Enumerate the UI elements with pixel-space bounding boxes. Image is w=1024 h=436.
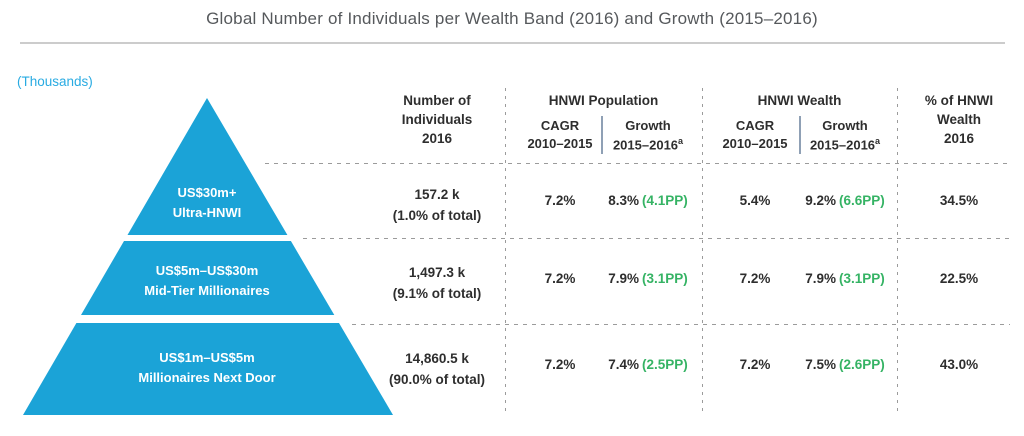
header-line: % of HNWI — [924, 93, 994, 108]
individuals-cell: 14,860.5 k (90.0% of total) — [317, 349, 557, 391]
wealth-growth-cell: 7.9% (3.1PP) — [805, 271, 885, 286]
subheader-wealth-growth: Growth 2015–2016a — [779, 117, 911, 155]
growth-pp-delta: (3.1PP) — [642, 271, 688, 286]
dashed-row-separator — [303, 238, 1010, 239]
pop-cagr-cell: 7.2% — [544, 357, 576, 372]
header-line: Individuals — [401, 111, 473, 127]
subheader-line: 2015–2016a — [809, 136, 881, 153]
wealth-growth-cell: 7.5% (2.6PP) — [805, 357, 885, 372]
pop-cagr-cell: 7.2% — [544, 193, 576, 208]
pyramid-tier-top — [127, 98, 288, 235]
pop-growth-cell: 7.4% (2.5PP) — [608, 357, 688, 372]
band-range: US$30m+ — [177, 185, 237, 200]
subcolumn-divider — [799, 116, 801, 154]
column-group-hnwi-wealth: HNWI Wealth — [757, 93, 842, 108]
pop-cagr-cell: 7.2% — [544, 271, 576, 286]
pop-growth-cell: 7.9% (3.1PP) — [608, 271, 688, 286]
pyramid-tier-middle — [81, 241, 335, 315]
wealth-share-cell: 22.5% — [939, 271, 979, 286]
band-label-mid-tier: US$5m–US$30m Mid-Tier Millionaires — [57, 261, 357, 300]
wealth-growth-cell: 9.2% (6.6PP) — [805, 193, 885, 208]
wealth-pyramid — [23, 98, 393, 415]
growth-pp-delta: (6.6PP) — [839, 193, 885, 208]
growth-pp-delta: (2.5PP) — [642, 357, 688, 372]
header-line: 2016 — [943, 130, 975, 146]
band-label-ultra-hnwi: US$30m+ Ultra-HNWI — [87, 183, 327, 222]
band-label-next-door: US$1m–US$5m Millionaires Next Door — [37, 348, 377, 387]
subheader-wealth-cagr: CAGR 2010–2015 — [705, 117, 805, 153]
growth-pp-delta: (2.6PP) — [839, 357, 885, 372]
individuals-count: 1,497.3 k — [408, 265, 466, 280]
subheader-line: 2010–2015 — [722, 136, 788, 152]
title-divider — [20, 42, 1005, 44]
dashed-row-separator — [265, 163, 1010, 164]
dashed-column-separator — [897, 88, 898, 415]
subcolumn-divider — [601, 116, 603, 154]
dashed-column-separator — [702, 88, 703, 415]
header-line: Number of — [403, 93, 471, 108]
wealth-share-cell: 34.5% — [939, 193, 979, 208]
subheader-line: Growth — [625, 118, 671, 133]
column-group-hnwi-population: HNWI Population — [548, 93, 659, 108]
column-header-pct-wealth: % of HNWI Wealth 2016 — [899, 92, 1019, 149]
band-range: US$1m–US$5m — [159, 350, 255, 365]
band-range: US$5m–US$30m — [155, 263, 259, 278]
individuals-share: (9.1% of total) — [392, 285, 482, 301]
individuals-share: (90.0% of total) — [388, 371, 485, 387]
subheader-line: 2010–2015 — [527, 136, 593, 152]
pop-growth-cell: 8.3% (4.1PP) — [608, 193, 688, 208]
column-header-individuals: Number of Individuals 2016 — [337, 92, 537, 149]
individuals-cell: 1,497.3 k (9.1% of total) — [317, 263, 557, 305]
subheader-line: 2015–2016a — [612, 136, 684, 153]
wealth-cagr-cell: 7.2% — [739, 357, 771, 372]
dashed-column-separator — [505, 88, 506, 415]
subheader-pop-cagr: CAGR 2010–2015 — [510, 117, 610, 153]
footnote-marker: a — [875, 136, 881, 147]
band-name: Millionaires Next Door — [138, 369, 276, 385]
subheader-line: CAGR — [735, 118, 775, 133]
band-name: Mid-Tier Millionaires — [144, 282, 270, 298]
footnote-marker: a — [678, 136, 684, 147]
wealth-cagr-cell: 7.2% — [739, 271, 771, 286]
header-line: Wealth — [936, 111, 981, 127]
individuals-count: 157.2 k — [414, 187, 460, 202]
header-line: 2016 — [421, 130, 453, 146]
individuals-count: 14,860.5 k — [405, 351, 469, 366]
subheader-line: Growth — [822, 118, 868, 133]
growth-pp-delta: (3.1PP) — [839, 271, 885, 286]
page-title: Global Number of Individuals per Wealth … — [206, 9, 818, 28]
band-name: Ultra-HNWI — [172, 204, 242, 220]
wealth-cagr-cell: 5.4% — [739, 193, 771, 208]
subheader-pop-growth: Growth 2015–2016a — [582, 117, 714, 155]
growth-pp-delta: (4.1PP) — [642, 193, 688, 208]
individuals-cell: 157.2 k (1.0% of total) — [317, 185, 557, 227]
subheader-line: CAGR — [540, 118, 580, 133]
wealth-share-cell: 43.0% — [939, 357, 979, 372]
pyramid-tier-bottom — [23, 323, 393, 415]
units-label: (Thousands) — [17, 74, 93, 89]
individuals-share: (1.0% of total) — [392, 207, 482, 223]
dashed-row-separator — [352, 324, 1010, 325]
